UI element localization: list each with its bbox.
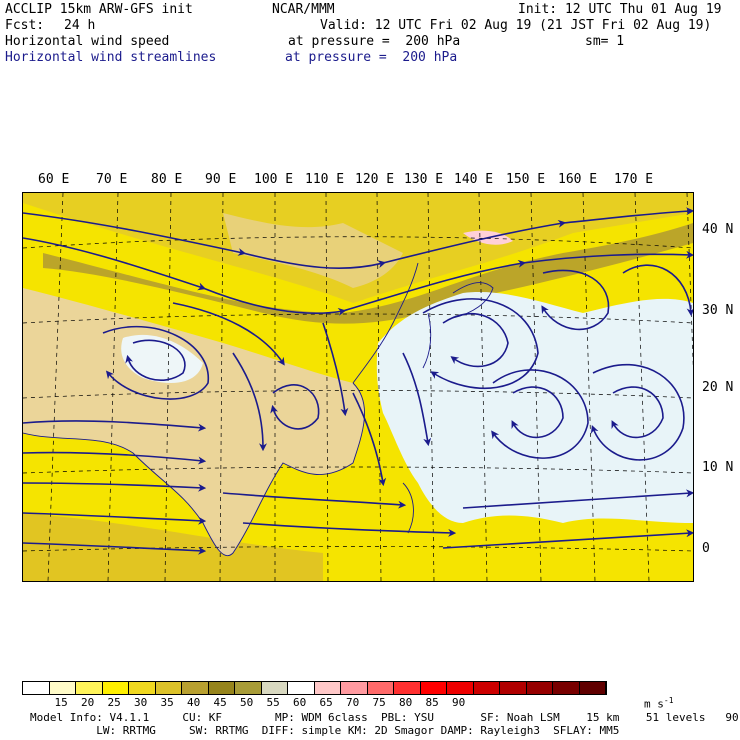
colorbar-label: 85 xyxy=(425,696,439,709)
lon-label: 170 E xyxy=(614,172,654,187)
colorbar-swatch xyxy=(367,682,394,694)
org-label: NCAR/MMM xyxy=(272,2,335,17)
colorbar-swatch xyxy=(420,682,447,694)
colorbar-swatch xyxy=(394,682,421,694)
colorbar-swatch xyxy=(288,682,315,694)
colorbar-swatch xyxy=(579,682,606,694)
field2-level: at pressure = 200 hPa xyxy=(285,50,458,65)
lon-label: 90 E xyxy=(205,172,237,187)
colorbar-label: 80 xyxy=(399,696,413,709)
colorbar-label: 50 xyxy=(240,696,254,709)
lat-label: 0 xyxy=(702,541,710,556)
coastlines xyxy=(23,262,494,556)
colorbar-label: 20 xyxy=(81,696,95,709)
colorbar-swatch xyxy=(23,682,50,694)
lon-label: 110 E xyxy=(305,172,345,187)
colorbar-swatch xyxy=(261,682,288,694)
land-region xyxy=(23,288,365,556)
colorbar-swatch xyxy=(341,682,368,694)
lon-label: 160 E xyxy=(558,172,598,187)
lat-label: 30 N xyxy=(702,303,734,318)
valid-time: Valid: 12 UTC Fri 02 Aug 19 (21 JST Fri … xyxy=(320,18,712,33)
colorbar-label: 15 xyxy=(54,696,68,709)
init-time: Init: 12 UTC Thu 01 Aug 19 xyxy=(518,2,722,17)
fcst-value: 24 h xyxy=(64,18,96,33)
lon-label: 120 E xyxy=(355,172,395,187)
lon-label: 150 E xyxy=(506,172,546,187)
colorbar-swatch xyxy=(314,682,341,694)
model-info-line1: Model Info: V4.1.1 CU: KF MP: WDM 6class… xyxy=(30,711,740,724)
lon-label: 80 E xyxy=(151,172,183,187)
colorbar-swatch xyxy=(49,682,76,694)
colorbar-swatch xyxy=(526,682,553,694)
colorbar-swatch xyxy=(500,682,527,694)
colorbar-label: 75 xyxy=(372,696,386,709)
lon-label: 140 E xyxy=(454,172,494,187)
lat-label: 40 N xyxy=(702,222,734,237)
fcst-label: Fcst: xyxy=(5,18,45,33)
speed-colorbar xyxy=(22,681,607,695)
streamlines xyxy=(23,207,693,555)
colorbar-label: 30 xyxy=(134,696,148,709)
colorbar-label: 65 xyxy=(319,696,333,709)
colorbar-label: 40 xyxy=(187,696,201,709)
land-north xyxy=(223,213,403,288)
wind-map xyxy=(22,192,694,582)
ocean-low-speed xyxy=(376,292,693,523)
colorbar-label: 55 xyxy=(266,696,280,709)
colorbar-label: 25 xyxy=(107,696,121,709)
colorbar-swatch xyxy=(182,682,209,694)
colorbar-swatch xyxy=(102,682,129,694)
lon-label: 130 E xyxy=(404,172,444,187)
colorbar-swatch xyxy=(473,682,500,694)
field2-name: Horizontal wind streamlines xyxy=(5,50,217,65)
colorbar-swatch xyxy=(447,682,474,694)
colorbar-label: 45 xyxy=(213,696,227,709)
lat-label: 20 N xyxy=(702,380,734,395)
colorbar-label: 60 xyxy=(293,696,307,709)
tibet-low-speed xyxy=(121,334,203,383)
field1-name: Horizontal wind speed xyxy=(5,34,170,49)
colorbar-label: 35 xyxy=(160,696,174,709)
colorbar-swatch xyxy=(155,682,182,694)
model-info-line2: LW: RRTMG SW: RRTMG DIFF: simple KM: 2D … xyxy=(30,724,620,737)
lat-label: 10 N xyxy=(702,460,734,475)
jet-core xyxy=(43,223,693,324)
colorbar-swatch xyxy=(208,682,235,694)
colorbar-swatch xyxy=(553,682,580,694)
lon-label: 60 E xyxy=(38,172,70,187)
colorbar-label: 70 xyxy=(346,696,360,709)
lon-label: 100 E xyxy=(254,172,294,187)
south-band xyxy=(23,513,323,581)
colorbar-label: 90 xyxy=(452,696,466,709)
wind-map-svg xyxy=(23,193,693,581)
colorbar-swatch xyxy=(76,682,103,694)
lon-label: 70 E xyxy=(96,172,128,187)
colorbar-unit: m s-1 xyxy=(644,696,674,711)
colorbar-swatch xyxy=(129,682,156,694)
model-title: ACCLIP 15km ARW-GFS init xyxy=(5,2,193,17)
smoothing-label: sm= 1 xyxy=(585,34,625,49)
field1-level: at pressure = 200 hPa xyxy=(288,34,461,49)
colorbar-swatch xyxy=(235,682,262,694)
